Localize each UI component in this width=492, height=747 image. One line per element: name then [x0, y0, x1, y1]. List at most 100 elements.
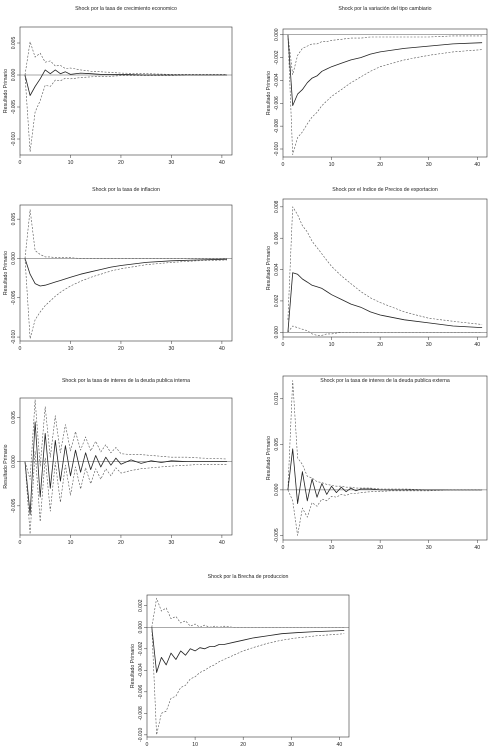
plot-frame [19, 204, 233, 342]
x-tick-label: 10 [329, 342, 335, 348]
y-tick-label: 0.000 [274, 28, 280, 41]
chart-title: Shock por la Brecha de produccion [208, 574, 289, 580]
response-line [24, 421, 227, 516]
y-tick-label: 0.000 [11, 455, 17, 468]
x-tick-label: 30 [426, 162, 432, 168]
chart-title: Shock por la tasa de inflacion [92, 187, 160, 193]
chart-title: Shock por la variación del tipo cambiari… [338, 6, 431, 12]
y-tick-label: -0.008 [138, 706, 144, 720]
y-tick-label: -0.010 [274, 142, 280, 156]
x-tick-label: 30 [169, 346, 175, 352]
y-tick-label: 0.002 [138, 599, 144, 612]
y-tick-label: -0.002 [138, 641, 144, 655]
x-tick-label: 10 [68, 540, 74, 546]
y-tick-label: -0.005 [11, 100, 17, 114]
plot-frame [282, 28, 488, 158]
plot-frame [146, 594, 350, 738]
x-tick-label: 30 [169, 160, 175, 166]
x-tick-label: 10 [329, 162, 335, 168]
y-tick-label: 0.004 [274, 263, 280, 276]
y-tick-label: 0.000 [274, 326, 280, 339]
y-tick-label: -0.005 [274, 528, 280, 542]
x-tick-label: 20 [377, 545, 383, 551]
confidence-band-lower [24, 258, 228, 339]
chart-title: Shock por el Indice de Precios de export… [332, 187, 438, 193]
y-axis-label: Resultado Primario [266, 71, 272, 115]
x-tick-label: 10 [68, 160, 74, 166]
plot-frame [282, 198, 488, 338]
y-tick-label: -0.004 [274, 73, 280, 87]
y-tick-label: 0.000 [11, 252, 17, 265]
x-tick-label: 30 [288, 742, 294, 747]
y-axis-label: Resultado Primario [3, 444, 9, 488]
chart-panel-1: Shock por la tasa de crecimiento economi… [3, 6, 233, 166]
x-tick-label: 20 [240, 742, 246, 747]
x-tick-label: 40 [474, 545, 480, 551]
y-tick-label: -0.008 [274, 119, 280, 133]
confidence-band-upper [287, 34, 483, 75]
y-tick-label: -0.010 [11, 330, 17, 344]
confidence-band-upper [287, 206, 483, 325]
x-tick-label: 20 [118, 346, 124, 352]
confidence-band-upper [24, 399, 228, 480]
response-line [24, 69, 227, 96]
response-line [287, 448, 483, 505]
plot-frame [19, 26, 233, 156]
y-tick-label: 0.005 [274, 438, 280, 451]
chart-panel-6: Shock por la tasa de interes de la deuda… [266, 375, 488, 551]
confidence-band-lower [24, 450, 227, 535]
x-tick-label: 0 [19, 540, 22, 546]
y-tick-label: 0.005 [11, 37, 17, 50]
y-axis-label: Resultado Primario [266, 436, 272, 480]
y-axis-label: Resultado Primario [3, 251, 9, 295]
response-line [24, 258, 228, 287]
chart-title: Shock por la tasa de interes de la deuda… [320, 378, 450, 384]
chart-panel-4: Shock por el Indice de Precios de export… [266, 187, 488, 348]
confidence-band-upper [151, 597, 345, 628]
y-tick-label: -0.002 [274, 50, 280, 64]
y-tick-label: 0.000 [11, 69, 17, 82]
confidence-band-upper [287, 380, 483, 491]
y-tick-label: 0.005 [11, 411, 17, 424]
confidence-band-lower [24, 74, 227, 153]
x-tick-label: 0 [282, 342, 285, 348]
x-tick-label: 40 [219, 540, 225, 546]
response-line [287, 34, 483, 106]
y-tick-label: 0.000 [274, 483, 280, 496]
y-axis-label: Resultado Primario [3, 69, 9, 113]
x-tick-label: 40 [474, 342, 480, 348]
x-tick-label: 0 [19, 160, 22, 166]
x-tick-label: 30 [426, 342, 432, 348]
chart-title: Shock por la tasa de crecimiento economi… [75, 6, 177, 12]
x-tick-label: 30 [169, 540, 175, 546]
y-tick-label: 0.008 [274, 200, 280, 213]
x-tick-label: 20 [377, 342, 383, 348]
x-tick-label: 10 [68, 346, 74, 352]
x-tick-label: 20 [377, 162, 383, 168]
x-tick-label: 10 [192, 742, 198, 747]
y-axis-label: Resultado Primario [266, 246, 272, 290]
confidence-band-upper [24, 209, 227, 259]
y-tick-label: -0.006 [138, 685, 144, 699]
y-tick-label: 0.005 [11, 213, 17, 226]
y-tick-label: 0.010 [274, 392, 280, 405]
y-tick-label: -0.010 [138, 728, 144, 742]
x-tick-label: 0 [282, 545, 285, 551]
y-tick-label: 0.000 [138, 621, 144, 634]
chart-panel-2: Shock por la variación del tipo cambiari… [266, 6, 488, 168]
response-line [151, 627, 345, 673]
response-line [287, 272, 483, 333]
plot-frame [19, 397, 233, 536]
x-tick-label: 40 [336, 742, 342, 747]
x-tick-label: 0 [282, 162, 285, 168]
plot-frame [282, 375, 488, 541]
x-tick-label: 40 [219, 346, 225, 352]
y-tick-label: -0.010 [11, 132, 17, 146]
chart-panel-5: Shock por la tasa de interes de la deuda… [3, 378, 233, 546]
y-tick-label: -0.005 [11, 499, 17, 513]
confidence-band-lower [151, 627, 345, 736]
chart-panel-7: Shock por la Brecha de produccion 0 10 20 30… [130, 574, 350, 747]
x-tick-label: 40 [219, 160, 225, 166]
